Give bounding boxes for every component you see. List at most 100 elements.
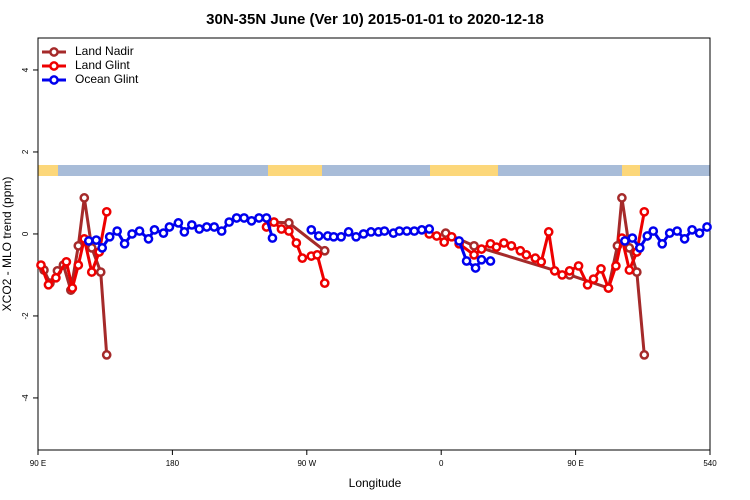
data-point	[603, 283, 614, 293]
data-point	[627, 233, 638, 243]
x-tick-label: 180	[166, 459, 180, 468]
data-point	[284, 226, 294, 236]
x-tick-label: 0	[439, 459, 444, 468]
legend-label: Land Nadir	[75, 44, 134, 58]
plot-frame	[37, 37, 711, 451]
data-point	[394, 226, 405, 236]
legend-label: Land Glint	[75, 58, 130, 72]
y-tick-label: -2	[21, 312, 30, 320]
legend-swatch-point	[49, 47, 59, 57]
data-point	[485, 256, 496, 266]
y-axis-label: XCO2 - MLO trend (ppm)	[0, 177, 14, 312]
data-point	[454, 236, 464, 246]
data-point	[470, 263, 481, 273]
data-point	[127, 229, 137, 239]
data-point	[83, 236, 94, 246]
y-tick-label: 0	[21, 231, 30, 236]
data-point	[164, 222, 175, 232]
data-point	[564, 266, 575, 276]
data-point	[73, 260, 84, 270]
data-point	[611, 261, 621, 271]
data-point	[446, 231, 457, 242]
chart-title: 30N-35N June (Ver 10) 2015-01-01 to 2020…	[206, 11, 544, 28]
data-point	[194, 224, 205, 234]
data-point	[461, 256, 472, 266]
data-point	[631, 267, 642, 277]
data-point	[134, 226, 145, 236]
land-band	[38, 165, 58, 176]
data-point	[549, 266, 560, 276]
data-point	[104, 231, 115, 242]
data-point	[469, 250, 479, 260]
data-point	[642, 231, 653, 241]
data-point	[173, 218, 184, 228]
data-point	[101, 206, 112, 217]
data-point	[201, 222, 212, 232]
data-point	[216, 226, 227, 236]
data-point	[319, 278, 330, 289]
data-point	[702, 222, 712, 232]
data-point	[588, 274, 599, 284]
data-point	[634, 243, 645, 253]
data-point	[239, 213, 249, 223]
data-point	[186, 220, 197, 230]
legend-swatch-point	[49, 61, 59, 71]
data-point	[209, 222, 220, 232]
data-point	[409, 226, 420, 236]
data-point	[179, 227, 190, 237]
data-point	[261, 213, 272, 223]
y-tick-label: 4	[21, 67, 30, 72]
data-point	[573, 261, 584, 271]
data-point	[694, 228, 705, 238]
data-point	[276, 224, 287, 234]
data-point	[351, 231, 361, 242]
x-tick-label: 90 W	[297, 459, 316, 468]
data-point	[158, 228, 169, 238]
data-point	[86, 267, 97, 277]
x-axis-label: Longitude	[349, 476, 402, 490]
data-point	[67, 283, 78, 293]
data-point	[402, 226, 412, 236]
data-point	[312, 250, 323, 260]
data-point	[291, 238, 302, 248]
data-point	[61, 256, 72, 267]
data-point	[416, 225, 427, 235]
data-point	[499, 238, 509, 248]
data-point	[379, 226, 390, 236]
data-point	[101, 350, 112, 360]
data-point	[231, 213, 242, 223]
data-point	[43, 279, 54, 290]
data-point	[95, 267, 106, 277]
data-point	[439, 237, 450, 248]
series	[83, 213, 712, 273]
data-point	[624, 265, 635, 275]
y-tick-label: 2	[21, 149, 30, 154]
data-point	[596, 263, 606, 274]
data-point	[506, 240, 517, 251]
data-point	[246, 215, 257, 226]
data-point	[424, 224, 435, 234]
land-ocean-strip	[38, 165, 710, 176]
data-point	[543, 227, 554, 237]
data-point	[639, 350, 650, 360]
data-point	[582, 279, 593, 290]
data-point	[639, 206, 650, 217]
data-point	[143, 234, 154, 244]
data-point	[328, 231, 339, 242]
data-point	[521, 250, 532, 260]
legend-swatch-point	[49, 75, 59, 85]
data-point	[469, 240, 479, 251]
data-point	[491, 242, 502, 252]
x-tick-label: 90 E	[30, 459, 46, 468]
data-point	[672, 226, 682, 236]
data-point	[536, 256, 547, 267]
land-band	[430, 165, 498, 176]
data-point	[97, 243, 108, 253]
data-point	[119, 238, 130, 249]
data-point	[358, 229, 369, 239]
land-band	[268, 165, 322, 176]
data-point	[679, 234, 690, 244]
data-point	[297, 253, 308, 263]
data-point	[476, 244, 487, 254]
